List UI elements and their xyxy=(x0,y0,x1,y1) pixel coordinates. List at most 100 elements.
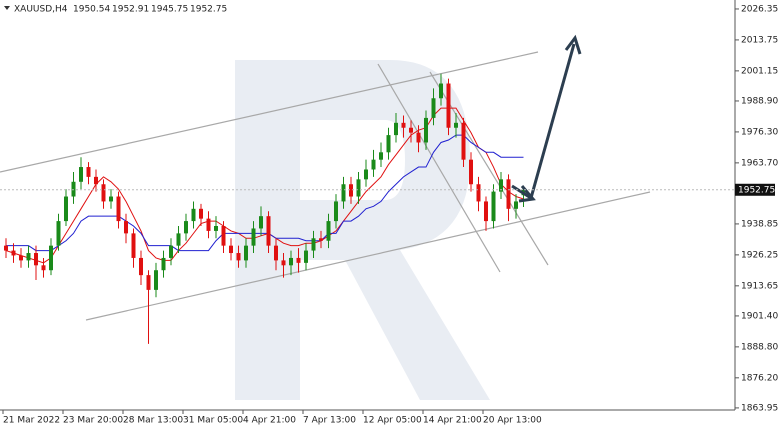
ohlc-close: 1952.75 xyxy=(190,5,227,15)
header: XAUUSD,H4 1950.54 1952.91 1945.75 1952.7… xyxy=(4,5,227,15)
candle-body xyxy=(229,245,233,254)
candle-body xyxy=(491,191,496,222)
candle-body xyxy=(41,265,46,271)
candle-body xyxy=(11,250,16,256)
candle-body xyxy=(439,83,443,99)
candle-body xyxy=(19,255,23,261)
x-tick-label: 4 Apr 21:00 xyxy=(243,416,296,426)
forecast-arrow xyxy=(511,34,582,203)
candle-body xyxy=(116,196,121,222)
candle-body xyxy=(199,208,203,219)
candle-body xyxy=(109,196,113,202)
candle-body xyxy=(311,238,316,251)
candle-body xyxy=(94,176,98,185)
x-tick-label: 7 Apr 13:00 xyxy=(303,416,356,426)
x-tick-label: 14 Apr 21:00 xyxy=(423,416,482,426)
drawings xyxy=(0,51,651,321)
indicator-line xyxy=(6,134,524,252)
candle-body xyxy=(401,122,406,128)
candle-body xyxy=(506,179,511,209)
symbol: XAUUSD,H4 xyxy=(14,5,68,15)
indicator-line xyxy=(5,107,524,264)
y-tick-label: 1913.65 xyxy=(741,281,778,291)
candle-body xyxy=(356,179,361,197)
y-tick-label: 1926.25 xyxy=(741,250,778,260)
y-tick-label: 2013.75 xyxy=(741,35,778,45)
candle-body xyxy=(499,179,503,192)
menu-icon xyxy=(4,6,10,10)
y-tick-label: 1976.30 xyxy=(741,127,778,137)
candle-body xyxy=(484,201,488,222)
y-tick-label: 1938.85 xyxy=(741,219,778,229)
candle-body xyxy=(289,257,293,266)
candle-body xyxy=(446,83,451,128)
candle-body xyxy=(34,253,38,266)
candle-body xyxy=(424,117,428,143)
candle-body xyxy=(461,122,466,160)
candle-body xyxy=(244,245,248,261)
candle-body xyxy=(259,216,263,229)
candle-body xyxy=(26,253,31,261)
candle-body xyxy=(161,257,166,271)
candle-body xyxy=(296,257,301,263)
candle-body xyxy=(304,250,308,263)
candle-body xyxy=(169,245,173,258)
x-tick-label: 28 Mar 13:00 xyxy=(123,416,183,426)
candle-body xyxy=(266,216,271,246)
candle-body xyxy=(139,257,143,276)
candle-body xyxy=(341,184,346,202)
price-tag xyxy=(735,183,775,196)
price-tag-label: 1952.75 xyxy=(738,185,775,195)
candle-body xyxy=(71,181,76,197)
x-tick-label: 20 Apr 13:00 xyxy=(483,416,542,426)
x-tick-label: 23 Mar 20:00 xyxy=(63,416,123,426)
candle-body xyxy=(101,184,106,202)
ohlc-open: 1950.54 xyxy=(73,5,110,15)
candle-body xyxy=(371,159,376,170)
y-tick-label: 1963.70 xyxy=(741,158,778,168)
candle-body xyxy=(326,221,331,241)
candle-body xyxy=(131,233,136,258)
candle-body xyxy=(514,201,518,209)
y-tick-label: 2026.35 xyxy=(741,4,778,14)
candle-body xyxy=(124,221,128,234)
y-tick-label: 1888.80 xyxy=(741,342,778,352)
y-tick-label: 1988.90 xyxy=(741,96,778,106)
x-tick-label: 21 Mar 2022 xyxy=(3,416,60,426)
candle-body xyxy=(176,233,181,246)
y-tick-label: 1901.40 xyxy=(741,311,778,321)
candle-body xyxy=(56,221,61,246)
candle-body xyxy=(409,127,413,133)
candle-body xyxy=(221,226,226,246)
candle-body xyxy=(146,275,151,290)
candle-body xyxy=(64,196,68,222)
x-tick-label: 12 Apr 05:00 xyxy=(363,416,422,426)
candle-body xyxy=(281,260,286,266)
y-tick-label: 1876.20 xyxy=(741,373,778,383)
candle-body xyxy=(334,201,338,222)
candle-body xyxy=(251,228,256,246)
candle-body xyxy=(274,245,278,261)
candle-body xyxy=(214,226,218,231)
candle-body xyxy=(364,169,368,180)
candle-body xyxy=(236,253,241,261)
candle-body xyxy=(49,245,53,271)
ohlc-high: 1952.91 xyxy=(112,5,149,15)
candle-body xyxy=(79,167,83,182)
candle-body xyxy=(4,245,8,251)
candle-body xyxy=(86,167,91,177)
candle-body xyxy=(154,270,158,290)
y-tick-label: 2001.15 xyxy=(741,66,778,76)
y-tick-label: 1863.95 xyxy=(741,403,778,413)
candle-body xyxy=(379,152,383,160)
plot xyxy=(4,73,526,344)
candle-body xyxy=(386,135,391,153)
x-tick-label: 31 Mar 05:00 xyxy=(183,416,243,426)
candle-body xyxy=(184,221,188,234)
candle-body xyxy=(469,159,473,185)
candle-body xyxy=(191,208,196,222)
candle-body xyxy=(319,238,323,241)
ohlc-low: 1945.75 xyxy=(151,5,188,15)
candle-body xyxy=(454,122,458,128)
